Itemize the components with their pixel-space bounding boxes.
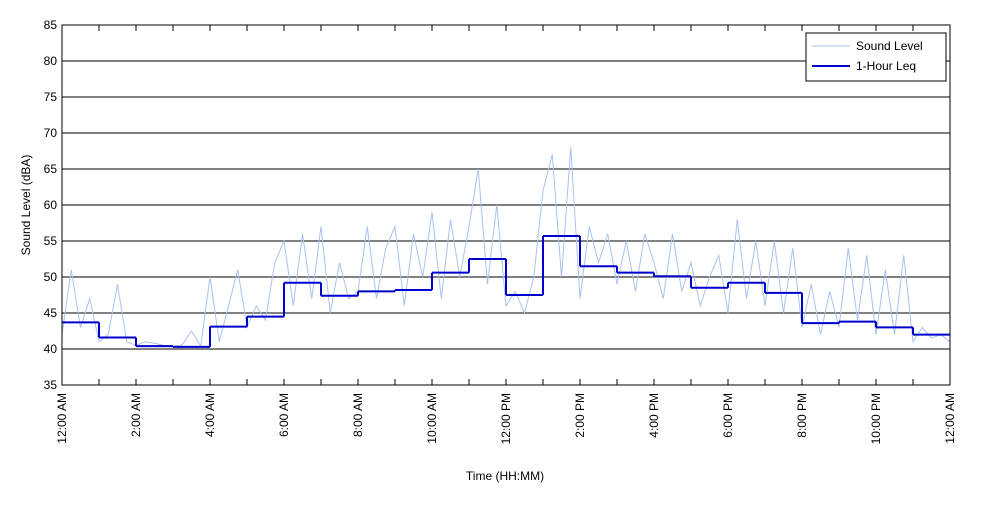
- legend-box: [805, 32, 947, 82]
- y-tick-label: 35: [44, 378, 58, 392]
- x-tick-label: 2:00 AM: [129, 393, 143, 437]
- x-tick-label: 12:00 PM: [499, 393, 513, 444]
- y-tick-label: 65: [44, 162, 58, 176]
- y-tick-label: 85: [44, 18, 58, 32]
- x-tick-label: 6:00 AM: [277, 393, 291, 437]
- y-tick-label: 60: [44, 198, 58, 212]
- x-tick-label: 4:00 AM: [203, 393, 217, 437]
- x-tick-label: 8:00 PM: [795, 393, 809, 438]
- y-tick-label: 50: [44, 270, 58, 284]
- x-tick-label: 10:00 AM: [425, 393, 439, 444]
- y-axis-label: Sound Level (dBA): [19, 155, 33, 256]
- x-tick-label: 8:00 AM: [351, 393, 365, 437]
- legend-label: Sound Level: [856, 39, 923, 53]
- x-tick-label: 6:00 PM: [721, 393, 735, 438]
- y-tick-label: 70: [44, 126, 58, 140]
- x-tick-label: 12:00 AM: [55, 393, 69, 444]
- plot-frame: [61, 24, 951, 386]
- legend-label: 1-Hour Leq: [856, 59, 916, 73]
- y-tick-label: 40: [44, 342, 58, 356]
- x-tick-label: 4:00 PM: [647, 393, 661, 438]
- y-tick-label: 45: [44, 306, 58, 320]
- y-tick-label: 75: [44, 90, 58, 104]
- x-axis-label: Time (HH:MM): [466, 469, 544, 483]
- y-tick-label: 80: [44, 54, 58, 68]
- sound-level-line: [61, 147, 951, 348]
- x-tick-label: 2:00 PM: [573, 393, 587, 438]
- x-tick-label: 12:00 AM: [943, 393, 957, 444]
- x-tick-label: 10:00 PM: [869, 393, 883, 444]
- y-tick-label: 55: [44, 234, 58, 248]
